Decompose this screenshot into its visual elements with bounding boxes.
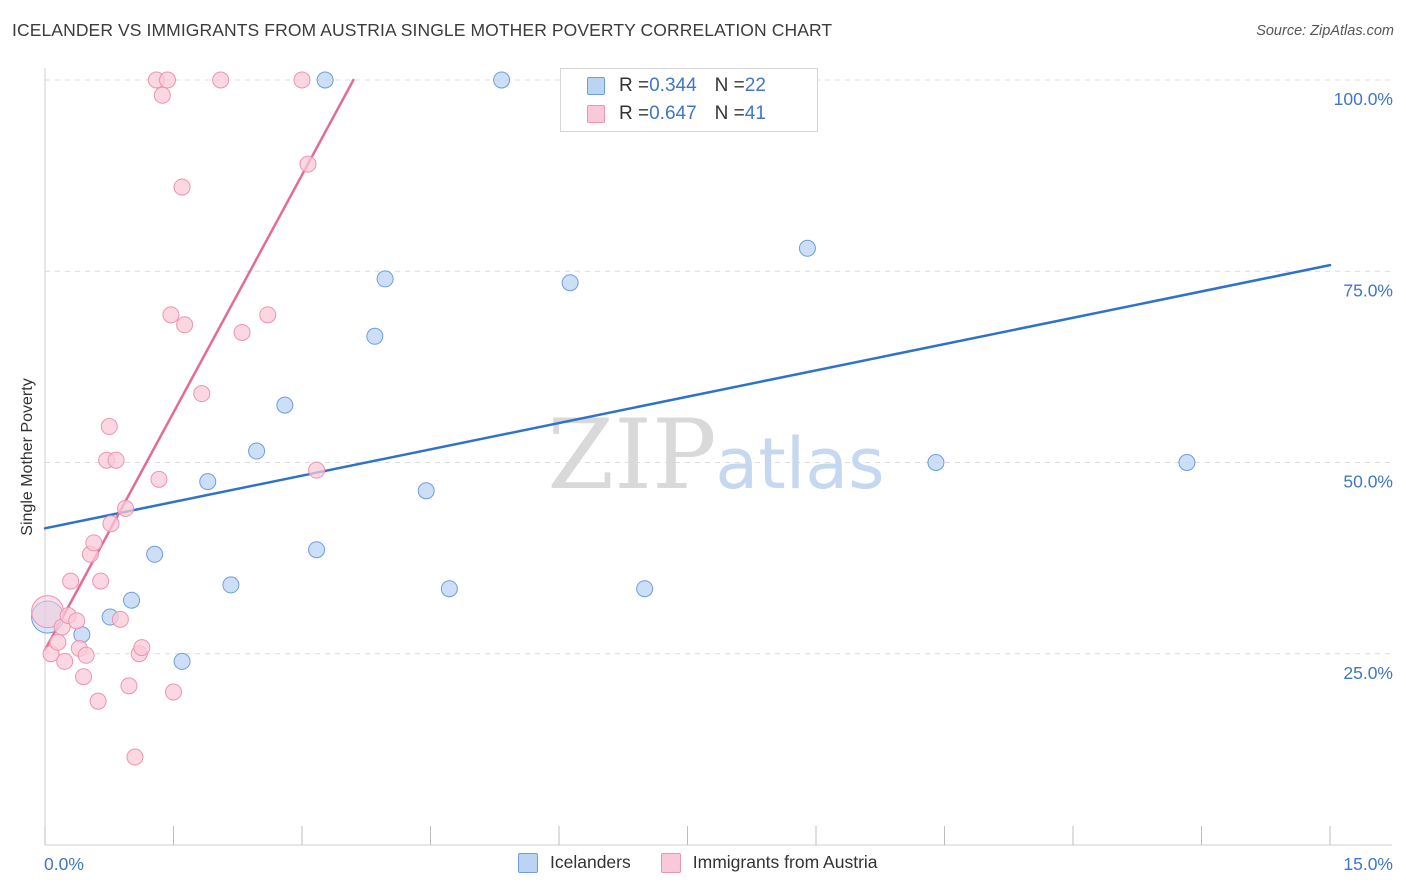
austria-point — [173, 178, 191, 196]
chart-title: ICELANDER VS IMMIGRANTS FROM AUSTRIA SIN… — [12, 20, 833, 40]
austria-point — [89, 692, 107, 710]
austria-point — [92, 572, 110, 590]
x-tick-label: 0.0% — [44, 854, 84, 874]
legend-r-label: R = — [619, 75, 650, 96]
watermark: ZIP atlas — [547, 399, 884, 511]
austria-point — [100, 418, 118, 436]
icelander-point — [927, 454, 945, 471]
austria-point — [293, 71, 311, 89]
austria-point — [176, 316, 194, 334]
austria-point — [259, 306, 277, 324]
tick-labels: 25.0% 50.0% 75.0% 100.0% 0.0% 15.0% — [44, 89, 1393, 874]
icelander-point — [308, 541, 326, 559]
correlation-legend: R = 0.344 N = 22 R = 0.647 N = 41 — [560, 68, 818, 132]
icelander-point — [146, 545, 164, 563]
y-tick-label: 50.0% — [1343, 472, 1393, 492]
austria-point — [49, 633, 67, 651]
icelander-point — [1178, 454, 1196, 471]
austria-point — [159, 71, 177, 89]
legend-r-value: 0.344 — [649, 75, 697, 96]
legend-row-icelanders: R = 0.344 N = 22 — [587, 73, 766, 99]
austria-point — [107, 451, 125, 469]
icelander-point — [123, 591, 141, 609]
austria-point — [308, 461, 326, 479]
icelander-trend-line — [43, 263, 1332, 530]
legend-series-name: Immigrants from Austria — [692, 852, 878, 872]
y-tick-label: 100.0% — [1334, 89, 1393, 109]
austria-point — [233, 323, 251, 341]
austria-point — [62, 572, 80, 590]
austria-point — [193, 385, 211, 403]
austria-point — [75, 668, 93, 686]
austria-point — [102, 515, 120, 533]
legend-row-austria: R = 0.647 N = 41 — [587, 101, 766, 127]
trend-lines — [43, 78, 1332, 652]
y-tick-label: 75.0% — [1343, 280, 1393, 300]
austria-point — [162, 306, 180, 324]
austria-point — [77, 646, 95, 664]
icelander-point — [276, 396, 294, 414]
legend-r-value: 0.647 — [649, 103, 697, 124]
icelander-point — [316, 71, 334, 89]
legend-swatch-blue — [587, 77, 605, 95]
austria-point — [299, 155, 317, 173]
austria-point — [68, 612, 86, 630]
watermark-zip: ZIP — [547, 399, 716, 511]
icelander-point — [366, 327, 384, 345]
icelander-point — [173, 652, 191, 670]
austria-point — [111, 610, 129, 628]
icelander-point — [440, 580, 458, 598]
legend-swatch-blue — [518, 852, 538, 873]
legend-swatch-pink — [660, 852, 681, 873]
austria-point — [153, 86, 171, 104]
icelander-point — [417, 482, 435, 500]
austria-point — [150, 470, 168, 488]
x-tick-label: 15.0% — [1343, 854, 1393, 874]
data-points — [31, 71, 1196, 766]
icelander-point — [798, 239, 816, 257]
legend-n-label: N = — [714, 103, 745, 124]
legend-n-label: N = — [714, 75, 745, 96]
icelander-point — [248, 442, 266, 460]
icelander-point — [561, 274, 579, 292]
icelander-point — [222, 576, 240, 594]
icelander-point — [199, 473, 217, 491]
austria-point — [126, 748, 144, 766]
austria-point — [133, 639, 151, 657]
austria-point — [117, 499, 135, 517]
watermark-atlas: atlas — [715, 423, 884, 505]
legend-n-value: 22 — [744, 75, 766, 96]
austria-point — [85, 534, 103, 552]
legend-series-name: Icelanders — [550, 852, 631, 872]
series-legend: Icelanders Immigrants from Austria — [518, 852, 908, 873]
austria-point — [165, 683, 182, 701]
austria-point — [56, 652, 74, 670]
source-label: Source: ZipAtlas.com — [1256, 23, 1394, 39]
icelander-point — [376, 270, 394, 288]
axes — [44, 68, 1392, 846]
icelander-point — [636, 580, 654, 598]
legend-n-value: 41 — [744, 103, 766, 124]
legend-swatch-pink — [587, 105, 605, 123]
legend-item-icelanders: Icelanders — [518, 852, 631, 873]
austria-point — [212, 71, 230, 89]
icelander-point — [493, 71, 511, 89]
legend-item-austria: Immigrants from Austria — [660, 852, 878, 873]
legend-r-label: R = — [619, 103, 650, 124]
grid-lines — [45, 79, 1392, 655]
austria-point — [120, 677, 138, 695]
y-tick-label: 25.0% — [1343, 663, 1393, 683]
